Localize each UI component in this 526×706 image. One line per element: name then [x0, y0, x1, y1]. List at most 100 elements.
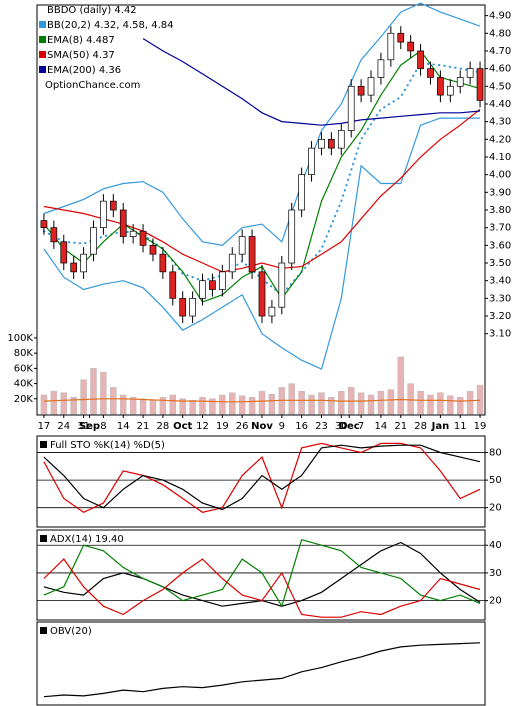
volume-bar — [80, 379, 87, 415]
indicator-line — [43, 108, 481, 273]
candle-body — [337, 130, 345, 149]
volume-bar — [238, 395, 246, 415]
x-tick-label: 23 — [315, 421, 328, 432]
candle-body — [446, 85, 454, 96]
candle-body — [427, 68, 434, 78]
candle-body — [149, 244, 157, 255]
candle-body — [109, 200, 117, 211]
legend-swatch — [39, 36, 46, 43]
legend-swatch — [39, 66, 46, 73]
candle-body — [288, 209, 296, 264]
volume-bar — [298, 390, 305, 415]
volume-bar — [129, 397, 137, 415]
candle-body — [228, 253, 236, 273]
y-tick-label: 40K — [14, 379, 34, 390]
indicator-line — [43, 541, 481, 607]
volume-bar — [387, 389, 395, 415]
candle-body — [199, 280, 206, 299]
volume-bar — [466, 390, 474, 415]
volume-bar — [248, 397, 256, 415]
y-tick-label: 4.90 — [489, 11, 511, 22]
volume-bar — [70, 397, 77, 415]
volume-bar — [229, 392, 236, 415]
x-tick-label: 16 — [295, 421, 308, 432]
y-tick-label: 4.40 — [489, 99, 511, 110]
candle-body — [80, 253, 87, 273]
y-tick-label: 3.30 — [489, 293, 511, 304]
candle-body — [238, 236, 246, 255]
volume-bar — [328, 397, 335, 415]
panel-title: ADX(14) 19.40 — [50, 534, 124, 545]
volume-bar — [40, 394, 48, 415]
legend-label: BB(20,2) 4.32, 4.58, 4.84 — [47, 20, 173, 31]
volume-bar — [476, 384, 484, 415]
volume-bar — [417, 390, 424, 415]
y-tick-label: 4.30 — [489, 117, 511, 128]
candle-body — [318, 138, 325, 149]
indicator-line — [43, 444, 481, 511]
x-tick-label: 19 — [474, 421, 487, 432]
candle-body — [40, 220, 48, 229]
bollinger-lower — [43, 117, 480, 370]
legend-swatch — [40, 627, 47, 634]
candle-body — [119, 209, 127, 237]
candle-body — [50, 227, 58, 243]
y-tick-label: 3.60 — [489, 240, 511, 251]
panel-title: OBV(20) — [50, 626, 92, 637]
y-tick-label: 20 — [489, 503, 502, 514]
bollinger-upper — [43, 2, 481, 246]
candle-body — [437, 77, 444, 96]
candle-body — [139, 230, 147, 246]
x-tick-label: 30 — [335, 421, 348, 432]
x-tick-label: 8 — [100, 421, 106, 432]
x-tick-label: 24 — [57, 421, 70, 432]
x-tick-label: 19 — [216, 421, 229, 432]
indicator-line — [43, 642, 481, 698]
y-tick-label: 3.10 — [489, 329, 511, 340]
y-tick-label: 3.50 — [489, 258, 511, 269]
x-tick-label: 9 — [279, 421, 285, 432]
volume-bar — [456, 397, 464, 415]
candle-body — [218, 271, 226, 290]
x-tick-label: Nov — [251, 421, 273, 432]
legend-label: EMA(8) 4.487 — [47, 35, 115, 46]
volume-bar — [159, 397, 167, 415]
bollinger-middle — [42, 62, 481, 297]
volume-bar — [447, 395, 454, 415]
y-tick-label: 3.90 — [489, 187, 511, 198]
volume-bar — [50, 390, 58, 415]
panel-title: Full STO %K(14) %D(5) — [50, 440, 165, 451]
volume-bar — [199, 397, 206, 415]
y-tick-label: 4.70 — [489, 46, 511, 57]
candle-body — [258, 271, 266, 317]
candle-body — [298, 174, 305, 211]
volume-bar — [427, 394, 434, 415]
x-tick-label: 31 — [77, 421, 90, 432]
volume-bar — [377, 390, 385, 415]
volume-bar — [219, 394, 226, 415]
y-tick-label: 3.70 — [489, 223, 511, 234]
volume-bar — [397, 356, 405, 415]
candle-body — [129, 230, 137, 237]
volume-bar — [209, 398, 216, 415]
y-tick-label: 4.50 — [489, 81, 511, 92]
legend-swatch — [39, 21, 46, 28]
candle-body — [100, 200, 107, 229]
candle-body — [387, 32, 395, 61]
x-tick-label: 21 — [394, 421, 407, 432]
x-tick-label: Jan — [431, 421, 450, 432]
y-tick-label: 100K — [7, 333, 33, 344]
x-tick-label: 28 — [414, 421, 427, 432]
legend-swatch — [40, 535, 47, 542]
y-tick-label: 3.80 — [489, 205, 511, 216]
y-tick-label: 4.00 — [489, 170, 511, 181]
x-tick-label: 17 — [38, 421, 51, 432]
y-tick-label: 3.20 — [489, 311, 511, 322]
x-tick-label: 26 — [236, 421, 249, 432]
volume-bar — [367, 394, 375, 415]
volume-bar — [258, 390, 266, 415]
indicator-line — [43, 558, 481, 618]
x-tick-label: 14 — [375, 421, 388, 432]
y-tick-label: 40 — [489, 540, 502, 551]
